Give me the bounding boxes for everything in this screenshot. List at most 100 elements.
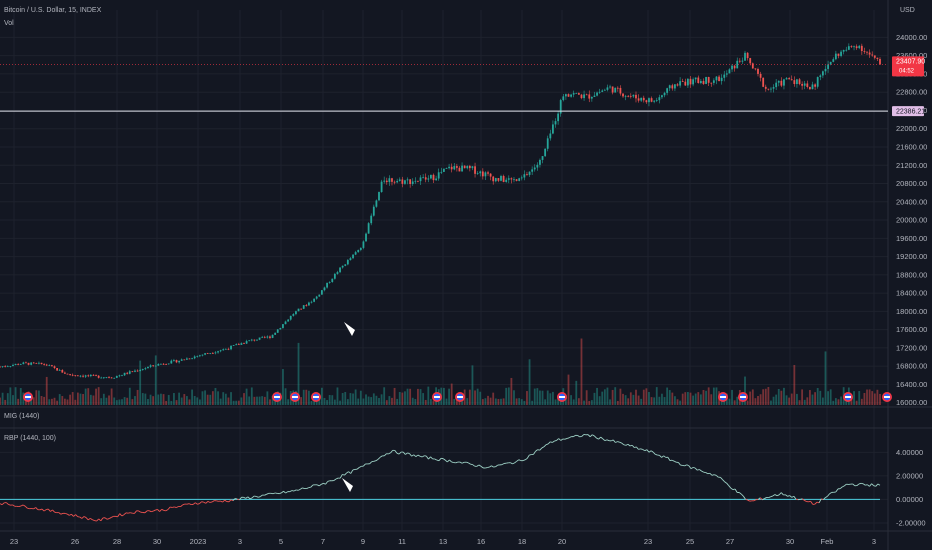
time-tick-label: 7 (321, 537, 325, 546)
rbp-segment (134, 510, 137, 514)
volume-bar (248, 396, 251, 405)
rbp-segment (600, 436, 604, 440)
candle-body (328, 282, 331, 283)
candle-body (206, 353, 209, 355)
volume-bar (331, 395, 334, 405)
price-tick-label: 16800.00 (896, 362, 927, 371)
candle-body (710, 82, 713, 84)
candle-body (406, 179, 409, 181)
candle-body (492, 176, 495, 182)
rbp-segment (537, 449, 540, 451)
candle-body (790, 79, 793, 81)
rbp-segment (659, 455, 662, 458)
candle-body (76, 375, 79, 377)
candle-series[interactable] (0, 43, 881, 379)
volume-bar (603, 389, 606, 405)
rbp-segment (627, 443, 631, 447)
event-marker-icon[interactable] (738, 392, 748, 402)
rbp-segment (652, 451, 656, 455)
volume-bar (544, 399, 547, 405)
time-tick-label: 13 (439, 537, 447, 546)
candle-body (487, 172, 489, 174)
event-marker-icon[interactable] (718, 392, 728, 402)
volume-bar (687, 392, 689, 405)
volume-bar (121, 399, 123, 405)
candle-body (803, 83, 806, 86)
candle-body (684, 81, 687, 86)
volume-bar (383, 387, 386, 405)
volume-bar (635, 389, 637, 405)
candle-body (333, 273, 336, 279)
event-marker-icon[interactable] (432, 392, 442, 402)
candle-body (0, 366, 1, 368)
rbp-segment (264, 493, 267, 496)
volume-bar (733, 400, 736, 405)
grid (0, 10, 888, 530)
event-marker-icon[interactable] (882, 392, 892, 402)
rbp-segment (339, 474, 343, 479)
event-marker-icon[interactable] (557, 392, 567, 402)
candle-body (27, 362, 30, 365)
rbp-segment (629, 444, 633, 447)
volume-bar (585, 390, 588, 405)
volume-bar (97, 387, 100, 405)
candle-body (564, 94, 567, 97)
rbp-pane[interactable] (0, 433, 881, 522)
candle-body (274, 332, 277, 335)
event-marker-icon[interactable] (290, 392, 300, 402)
candle-body (165, 364, 168, 365)
rbp-segment (787, 495, 790, 497)
volume-bar (798, 400, 801, 405)
candle-body (463, 165, 466, 169)
volume-bar (707, 387, 710, 405)
candle-body (1, 366, 4, 368)
event-marker-icon[interactable] (23, 392, 33, 402)
rbp-segment (810, 501, 814, 505)
rbp-segment (144, 510, 148, 514)
rbp-segment (617, 441, 620, 443)
event-marker-icon[interactable] (843, 392, 853, 402)
volume-bar (515, 398, 518, 405)
candle-body (632, 94, 635, 97)
arrow-annotation-rbp[interactable] (342, 478, 353, 492)
candle-body (871, 54, 874, 56)
rbp-segment (770, 495, 774, 498)
event-markers[interactable] (23, 392, 892, 402)
volume-bar (731, 389, 733, 405)
event-marker-icon[interactable] (311, 392, 321, 402)
rbp-segment (197, 503, 200, 505)
event-marker-icon[interactable] (272, 392, 282, 402)
volume-bar (746, 400, 749, 405)
volume-bar (601, 391, 604, 405)
candle-body (819, 75, 822, 78)
rbp-segment (661, 455, 664, 458)
candle-body (300, 308, 303, 310)
candle-body (45, 364, 48, 366)
arrow-annotation-price[interactable] (344, 322, 355, 336)
rbp-segment (461, 461, 465, 464)
candle-body (609, 86, 611, 88)
volume-bar (468, 389, 471, 405)
volume-bar (868, 389, 871, 405)
candle-body (668, 85, 671, 89)
volume-bar (100, 398, 103, 405)
price-tick-label: 22800.00 (896, 88, 927, 97)
volume-bar (245, 388, 248, 405)
rbp-segment (655, 453, 658, 456)
volume-bar (9, 387, 12, 405)
rbp-segment (100, 517, 104, 522)
volume-bar (250, 387, 253, 405)
volume-bar (89, 394, 92, 405)
volume-bar (679, 400, 682, 405)
volume-bar (611, 389, 614, 405)
candle-body (396, 180, 399, 183)
volume-bar (712, 387, 715, 405)
event-marker-icon[interactable] (455, 392, 465, 402)
candle-body (699, 81, 702, 84)
candle-body (326, 282, 328, 288)
rbp-segment (478, 464, 482, 467)
rbp-segment (325, 481, 328, 485)
volume-bar (832, 400, 835, 405)
volume-bar (359, 390, 362, 405)
